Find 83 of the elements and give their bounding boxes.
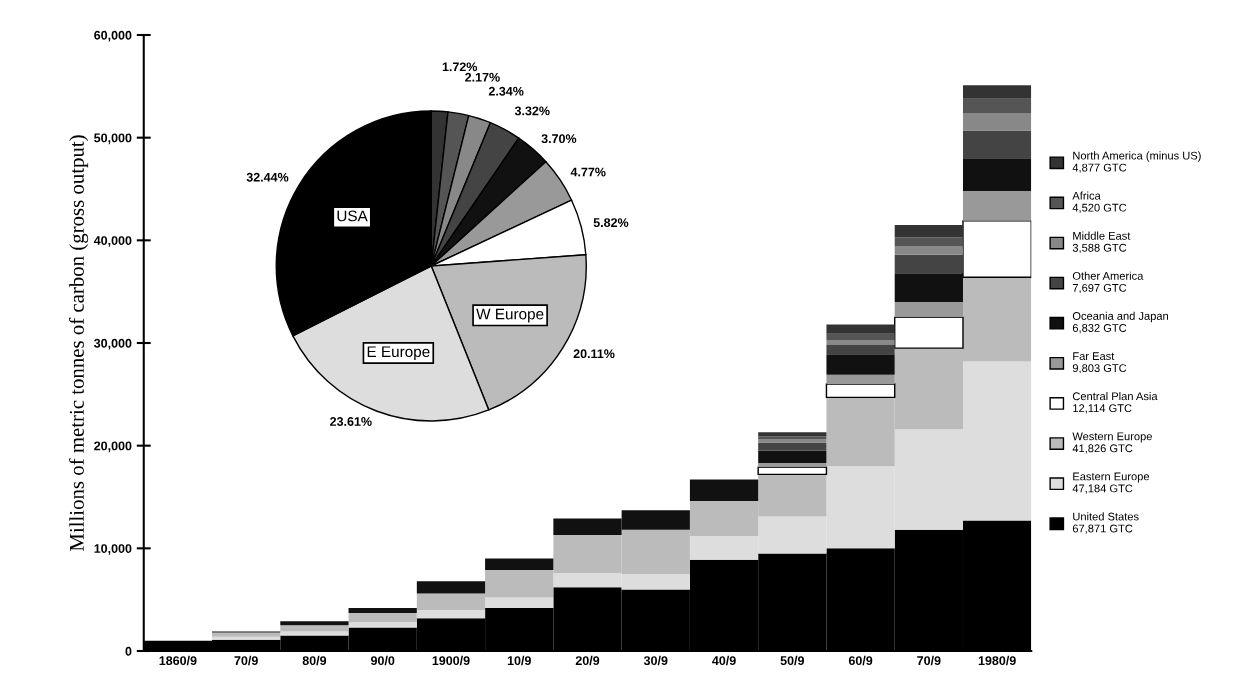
bar: [348, 607, 417, 614]
legend-label: Far East 9,803 GTC: [1072, 352, 1127, 374]
y-tick-label: 60,000: [94, 30, 132, 42]
x-tick-label: 80/9: [302, 655, 327, 666]
bar: [280, 625, 349, 632]
legend-label: Middle East 3,588 GTC: [1072, 231, 1131, 254]
x-tick-label: 1860/9: [159, 655, 197, 666]
y-tick-label: 10,000: [94, 544, 132, 555]
legend-label: Western Europe 41,826 GTC: [1072, 432, 1152, 454]
y-tick-label: 0: [125, 646, 132, 656]
x-tick-label: 90/0: [370, 655, 395, 666]
bar: [826, 345, 895, 355]
bar: [962, 191, 1032, 221]
data-label: 23.61%: [330, 417, 372, 426]
slice-label: E Europe: [367, 346, 430, 361]
y-axis-title: Millions of metric tonnes of carbon (gross output): [69, 135, 89, 551]
legend-label: Central Plan Asia 12,114 GTC: [1072, 391, 1158, 414]
legend-label: United States 67,871 GTC: [1072, 512, 1139, 534]
slice-label: W Europe: [476, 308, 544, 323]
bar: [348, 622, 417, 628]
bar: [758, 432, 827, 437]
y-tick-label: 30,000: [94, 338, 132, 350]
data-label: 32.44%: [246, 172, 289, 182]
data-label: 3.32%: [514, 106, 550, 116]
x-tick-label: 10/9: [507, 655, 531, 666]
data-label: 2.34%: [488, 86, 524, 96]
bar: [826, 374, 895, 385]
data-label: 1.72%: [442, 62, 478, 72]
x-tick-label: 30/9: [643, 655, 668, 666]
legend-label: Eastern Europe 47,184 GTC: [1072, 472, 1150, 494]
x-tick-label: 70/9: [917, 655, 941, 666]
legend-label: Oceania and Japan 6,832 GTC: [1072, 311, 1168, 334]
data-label: 4.77%: [570, 167, 606, 177]
bar: [894, 237, 963, 247]
x-tick-label: 40/9: [712, 655, 736, 666]
bar: [894, 224, 963, 238]
bar: [416, 581, 486, 594]
slice-label: USA: [337, 210, 368, 222]
bar: [758, 450, 827, 464]
bar: [348, 613, 417, 623]
legend-label: North America (minus US) 4,877 GTC: [1072, 151, 1201, 173]
bar: [485, 558, 554, 570]
bar: [689, 479, 759, 502]
bar: [962, 130, 1032, 159]
bar: [894, 246, 963, 255]
bar: [894, 301, 963, 318]
bar: [416, 609, 486, 619]
bar: [894, 316, 964, 349]
bar: [826, 354, 895, 375]
bar: [962, 158, 1032, 192]
legend-label: Other America 7,697 GTC: [1072, 271, 1144, 294]
x-tick-label: 70/9: [234, 655, 258, 666]
data-label: 5.82%: [593, 218, 629, 228]
x-tick-label: 1980/9: [978, 655, 1016, 666]
bar: [962, 85, 1032, 99]
x-tick-label: 50/9: [780, 655, 805, 666]
bar: [962, 220, 1032, 278]
bar: [485, 597, 554, 608]
y-tick-label: 20,000: [94, 441, 132, 453]
y-tick-label: 40,000: [93, 236, 132, 247]
bar: [280, 631, 349, 636]
bar: [894, 273, 963, 302]
bar: [758, 442, 827, 451]
bar: [826, 333, 895, 340]
y-tick-label: 50,000: [94, 133, 132, 145]
x-tick-label: 60/9: [848, 655, 873, 666]
bar: [757, 466, 828, 476]
x-tick-label: 1900/9: [432, 655, 470, 666]
x-tick-label: 20/9: [575, 655, 600, 666]
bar: [825, 383, 896, 399]
bar: [826, 324, 895, 334]
bar: [212, 632, 281, 637]
data-label: 20.11%: [573, 349, 615, 359]
bar: [212, 636, 281, 640]
bar: [962, 113, 1032, 131]
data-label: 2.17%: [465, 72, 500, 82]
bar: [962, 98, 1032, 114]
legend-label: Africa 4,520 GTC: [1072, 191, 1127, 213]
bar: [280, 621, 349, 626]
bar: [826, 339, 895, 346]
bar: [894, 254, 963, 274]
bar: [758, 463, 827, 468]
data-label: 3.70%: [541, 134, 577, 144]
